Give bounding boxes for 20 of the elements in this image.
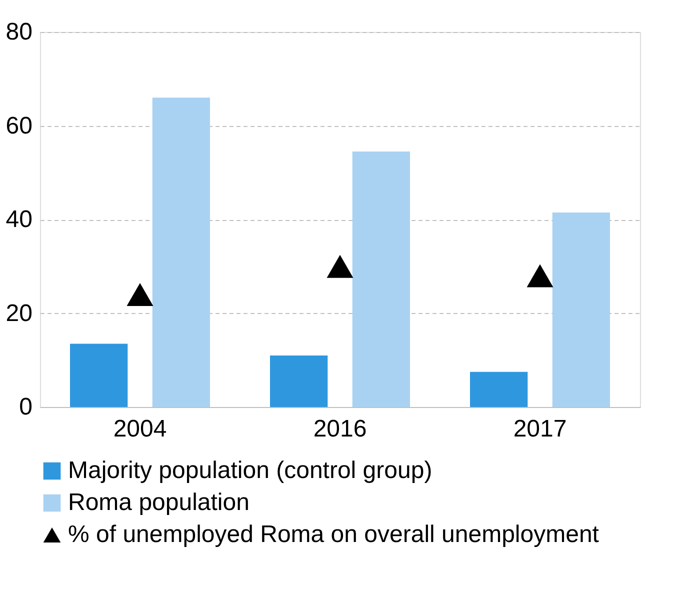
bar xyxy=(70,344,128,407)
x-tick-label: 2016 xyxy=(313,416,367,442)
y-tick-label: 80 xyxy=(6,18,32,46)
bar xyxy=(470,372,528,407)
y-tick-label: 40 xyxy=(6,206,32,233)
point xyxy=(126,283,154,306)
x-tick-label: 2004 xyxy=(113,416,167,442)
bar xyxy=(152,98,210,407)
legend-label: Majority population (control group) xyxy=(68,457,432,484)
bar xyxy=(552,212,610,407)
x-tick-label: 2017 xyxy=(513,416,567,442)
bar xyxy=(352,152,410,407)
y-tick-label: 20 xyxy=(6,300,32,327)
legend-label: % of unemployed Roma on overall unemployment xyxy=(68,521,600,548)
y-tick-label: 0 xyxy=(19,394,32,420)
legend-label: Roma population xyxy=(68,489,250,516)
point xyxy=(326,254,354,278)
bar xyxy=(270,355,328,407)
y-tick-label: 60 xyxy=(6,112,32,140)
point xyxy=(526,264,554,288)
